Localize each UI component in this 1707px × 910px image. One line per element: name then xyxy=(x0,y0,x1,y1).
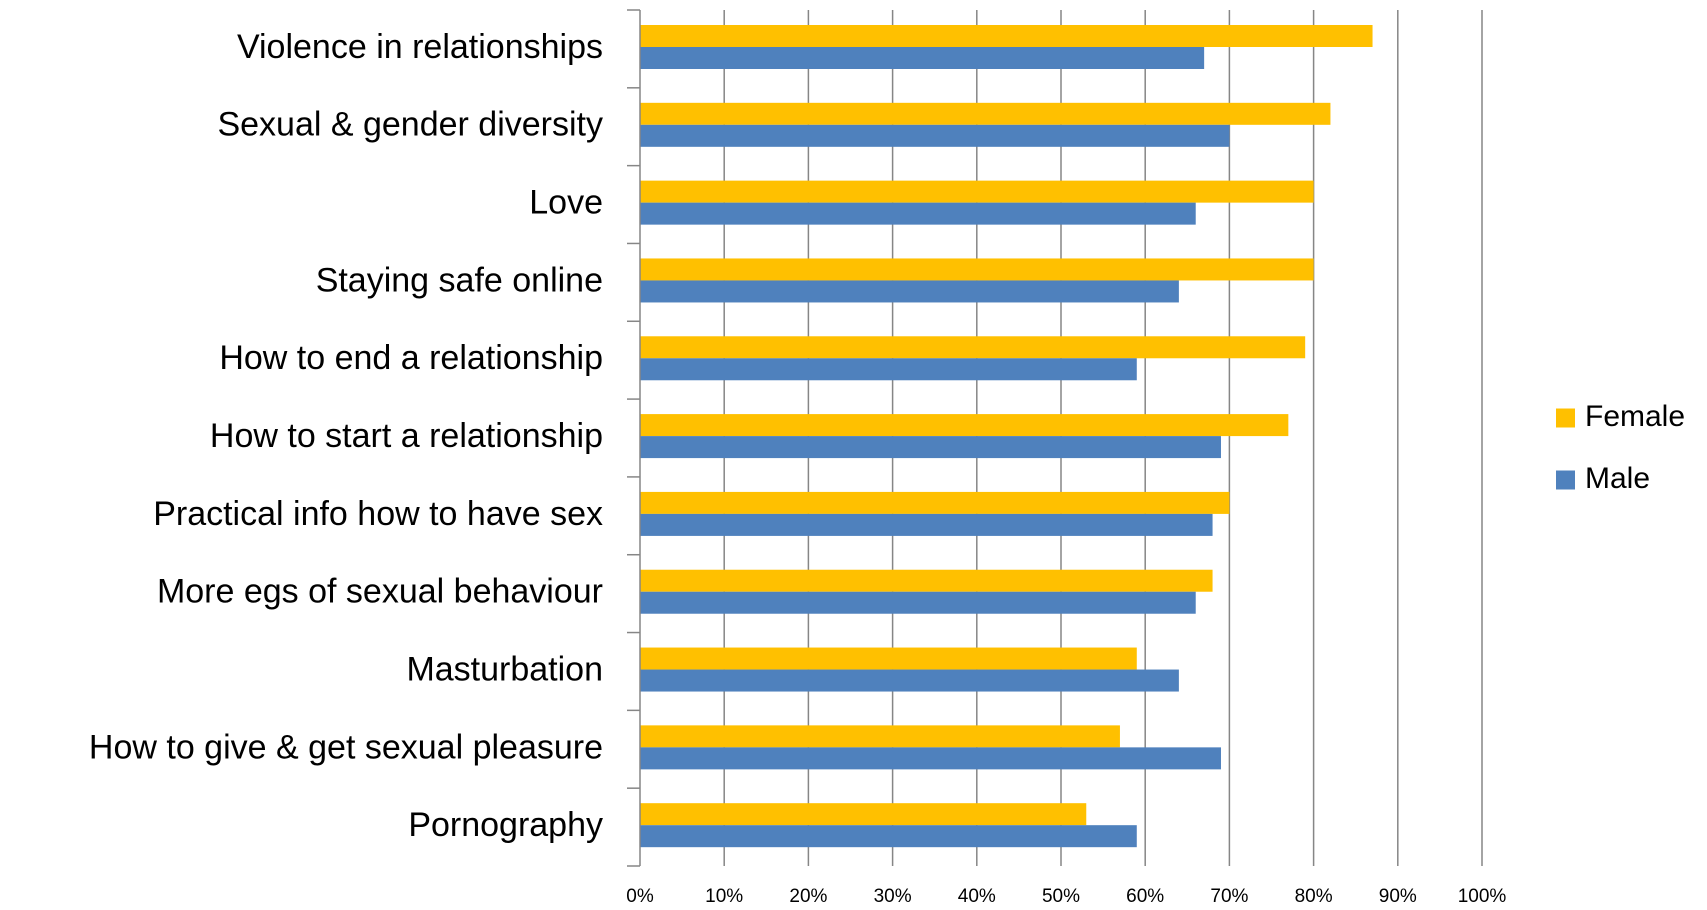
x-tick-label: 80% xyxy=(1295,886,1333,907)
category-labels: Violence in relationships Sexual & gender… xyxy=(89,28,603,844)
bar-female xyxy=(640,725,1120,748)
category-label: More egs of sexual behaviour xyxy=(157,573,603,611)
x-tick-labels: 0% 10% 20% 30% 40% 50% 60% 70% 80% 90% 100% xyxy=(626,886,1506,907)
legend: Female Male xyxy=(1556,400,1685,495)
bar-male xyxy=(640,669,1179,692)
bar-male xyxy=(640,358,1137,381)
x-tick-label: 30% xyxy=(874,886,912,907)
bar-female xyxy=(640,25,1373,47)
bar-male xyxy=(640,202,1196,225)
category-label: How to start a relationship xyxy=(210,417,603,455)
bar-male xyxy=(640,436,1221,459)
legend-label-male: Male xyxy=(1585,462,1650,495)
bar-female xyxy=(640,102,1331,125)
legend-swatch-female xyxy=(1556,408,1575,428)
bar-male xyxy=(640,47,1205,69)
category-label: Violence in relationships xyxy=(237,28,603,66)
bar-female xyxy=(640,336,1306,359)
bar-male xyxy=(640,591,1196,614)
x-tick-label: 60% xyxy=(1126,886,1164,907)
bar-male xyxy=(640,124,1230,147)
x-tick-label: 100% xyxy=(1458,886,1507,907)
category-label: Sexual & gender diversity xyxy=(217,106,603,144)
category-label: How to give & get sexual pleasure xyxy=(89,728,603,766)
bar-female xyxy=(640,647,1137,670)
category-label: Love xyxy=(529,184,603,222)
axes xyxy=(627,9,641,867)
category-label: Practical info how to have sex xyxy=(153,495,603,533)
legend-label-female: Female xyxy=(1585,400,1685,433)
category-label: Pornography xyxy=(408,806,603,844)
bar-female xyxy=(640,491,1230,514)
x-tick-label: 0% xyxy=(626,886,654,907)
legend-swatch-male xyxy=(1556,470,1575,490)
category-label: Masturbation xyxy=(406,650,603,688)
x-tick-label: 90% xyxy=(1379,886,1417,907)
category-label: How to end a relationship xyxy=(219,339,603,377)
bar-female xyxy=(640,258,1314,281)
bar-male xyxy=(640,513,1213,536)
x-tick-label: 40% xyxy=(958,886,996,907)
x-tick-label: 20% xyxy=(789,886,827,907)
bar-male xyxy=(640,280,1179,303)
x-tick-label: 10% xyxy=(705,886,743,907)
x-tick-label: 70% xyxy=(1210,886,1248,907)
bar-male xyxy=(640,825,1137,848)
bars xyxy=(640,25,1373,848)
category-label: Staying safe online xyxy=(316,261,603,299)
bar-female xyxy=(640,803,1087,826)
bar-female xyxy=(640,180,1314,203)
bar-female xyxy=(640,569,1213,592)
x-tick-label: 50% xyxy=(1042,886,1080,907)
bar-female xyxy=(640,414,1289,437)
bar-male xyxy=(640,747,1221,770)
